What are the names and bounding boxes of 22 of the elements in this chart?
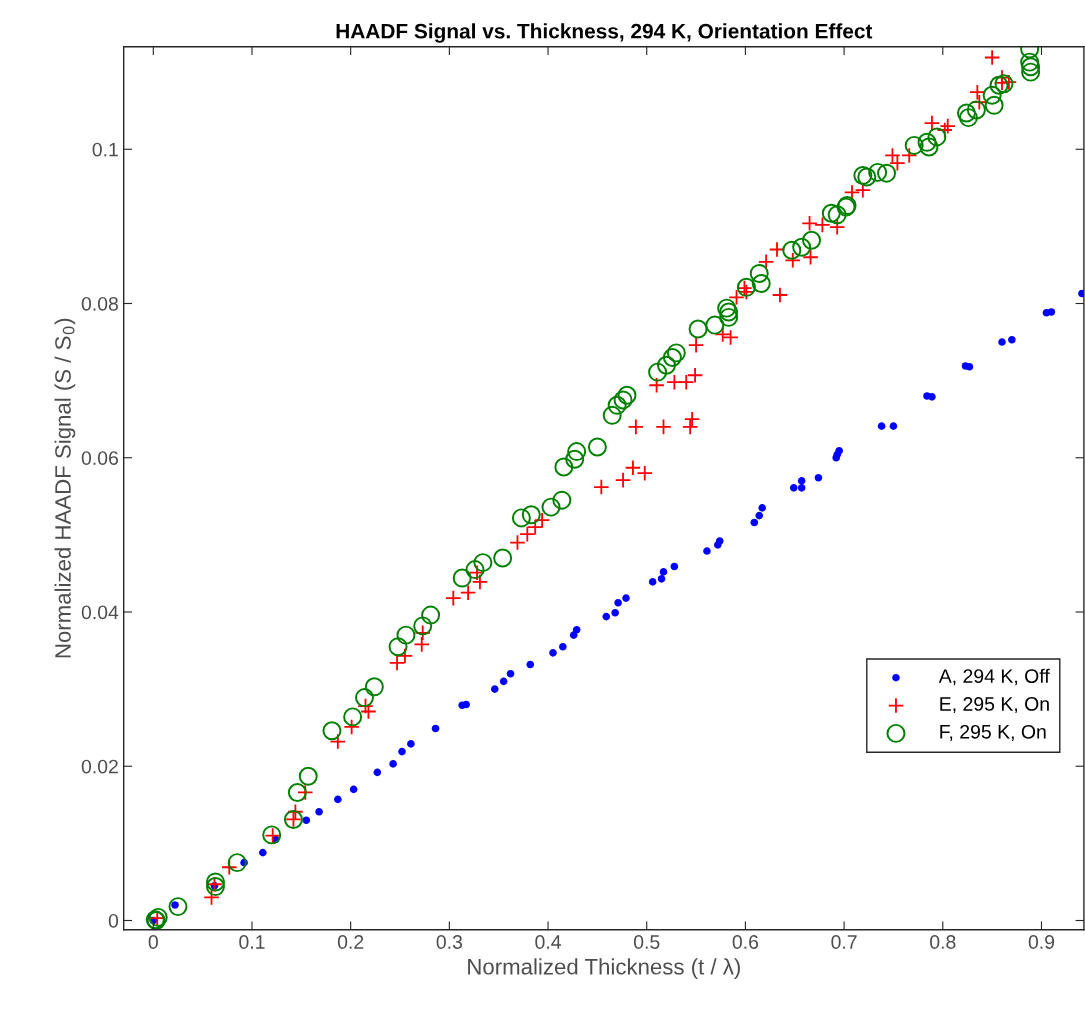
y-tick-label: 0.06: [81, 451, 118, 465]
x-tick-label: 0.6: [732, 935, 759, 949]
x-tick-label: 0.5: [633, 935, 660, 949]
x-tick-label: 0: [148, 935, 158, 949]
y-tick-label: 0.02: [81, 759, 118, 774]
x-axis-title: Normalized Thickness (t / λ): [468, 958, 740, 979]
y-tick-label: 0.08: [81, 296, 118, 311]
y-tick-label: 0.1: [92, 142, 118, 157]
x-tick-label: 0.8: [930, 935, 956, 949]
x-tick-label: 0.2: [337, 935, 364, 949]
y-tick-label: 0.04: [81, 605, 119, 620]
legend-label: E, 295 K, On: [940, 697, 1049, 714]
x-tick-label: 0.7: [831, 935, 857, 949]
legend-label: A, 294 K, Off: [938, 668, 1050, 686]
y-axis-title: Normalized HAADF Signal (S / S$_{0}$): [54, 318, 76, 658]
legend-label: F, 295 K, On: [940, 724, 1046, 741]
x-tick-label: 0.9: [1028, 935, 1055, 949]
chart-title: HAADF Signal vs. Thickness, 294 K, Orientation Effect: [336, 23, 873, 43]
y-tick-label: 0: [108, 913, 119, 928]
x-tick-label: 0.3: [436, 935, 463, 949]
x-tick-label: 0.4: [535, 935, 561, 949]
x-tick-label: 0.1: [239, 935, 265, 949]
